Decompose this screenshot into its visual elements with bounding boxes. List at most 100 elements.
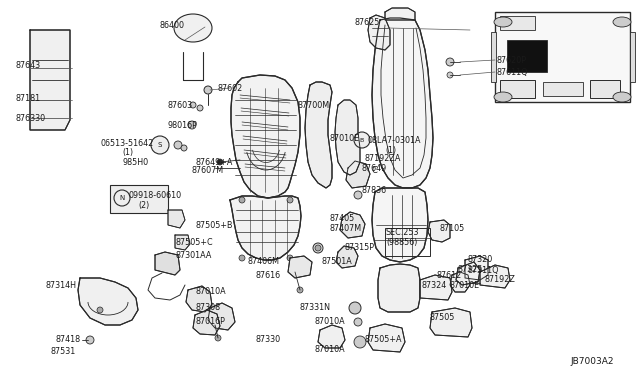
Text: C: C bbox=[372, 166, 378, 174]
Text: 87010A: 87010A bbox=[315, 346, 346, 355]
Text: 87330: 87330 bbox=[255, 336, 280, 344]
Text: 985H0: 985H0 bbox=[122, 157, 148, 167]
Polygon shape bbox=[288, 256, 312, 278]
Bar bbox=[500, 16, 535, 30]
Bar bbox=[495, 12, 630, 102]
Polygon shape bbox=[465, 256, 488, 280]
Text: 87407M: 87407M bbox=[330, 224, 362, 232]
Text: 87505: 87505 bbox=[430, 314, 456, 323]
Text: 87505+A: 87505+A bbox=[365, 336, 403, 344]
Polygon shape bbox=[340, 212, 365, 238]
Circle shape bbox=[315, 245, 321, 251]
Polygon shape bbox=[368, 15, 390, 50]
Text: (2): (2) bbox=[138, 201, 149, 209]
Polygon shape bbox=[193, 310, 220, 335]
Bar bbox=[110, 185, 168, 213]
Circle shape bbox=[151, 136, 169, 154]
Polygon shape bbox=[335, 100, 360, 175]
Polygon shape bbox=[378, 264, 420, 312]
Polygon shape bbox=[450, 272, 470, 292]
Bar bbox=[590, 80, 620, 98]
Polygon shape bbox=[372, 188, 428, 262]
Polygon shape bbox=[336, 246, 358, 268]
Circle shape bbox=[287, 197, 293, 203]
Text: 87505+C: 87505+C bbox=[175, 237, 212, 247]
Text: 87616: 87616 bbox=[255, 270, 280, 279]
Text: 87700M: 87700M bbox=[298, 100, 330, 109]
Ellipse shape bbox=[494, 92, 512, 102]
Text: 87320: 87320 bbox=[468, 256, 493, 264]
Text: 87418: 87418 bbox=[55, 336, 80, 344]
Circle shape bbox=[354, 132, 370, 148]
Polygon shape bbox=[372, 18, 433, 188]
Bar bbox=[507, 40, 547, 72]
Ellipse shape bbox=[174, 14, 212, 42]
Text: JB7003A2: JB7003A2 bbox=[570, 357, 614, 366]
Circle shape bbox=[97, 307, 103, 313]
Text: S: S bbox=[158, 142, 162, 148]
Polygon shape bbox=[385, 8, 415, 20]
Text: 87192Z: 87192Z bbox=[485, 276, 516, 285]
Text: 87649+A: 87649+A bbox=[195, 157, 232, 167]
Circle shape bbox=[447, 72, 453, 78]
Polygon shape bbox=[230, 196, 301, 260]
Text: N: N bbox=[120, 195, 125, 201]
Text: 09918-60610: 09918-60610 bbox=[128, 190, 181, 199]
Text: 87301AA: 87301AA bbox=[175, 250, 211, 260]
Ellipse shape bbox=[613, 92, 631, 102]
Bar bbox=[491, 32, 496, 82]
Text: 87192ZA: 87192ZA bbox=[365, 154, 401, 163]
Text: 87010E: 87010E bbox=[330, 134, 360, 142]
Polygon shape bbox=[318, 325, 345, 348]
Circle shape bbox=[114, 190, 130, 206]
Text: SEC.253: SEC.253 bbox=[386, 228, 419, 237]
Circle shape bbox=[174, 141, 182, 149]
Text: (1): (1) bbox=[385, 145, 396, 154]
Circle shape bbox=[352, 152, 358, 158]
Circle shape bbox=[188, 121, 196, 129]
Text: 87531: 87531 bbox=[50, 347, 76, 356]
Text: (98856): (98856) bbox=[386, 237, 417, 247]
Polygon shape bbox=[168, 210, 185, 228]
Text: 87331N: 87331N bbox=[300, 304, 331, 312]
Text: 87311Q: 87311Q bbox=[468, 266, 499, 275]
Circle shape bbox=[217, 159, 223, 165]
Polygon shape bbox=[428, 220, 450, 242]
Text: 87314H: 87314H bbox=[45, 280, 76, 289]
Circle shape bbox=[349, 302, 361, 314]
Ellipse shape bbox=[494, 17, 512, 27]
Text: 87324: 87324 bbox=[422, 280, 447, 289]
Text: 87010A: 87010A bbox=[315, 317, 346, 327]
Circle shape bbox=[287, 255, 293, 261]
Circle shape bbox=[197, 105, 203, 111]
Text: 87836: 87836 bbox=[362, 186, 387, 195]
Polygon shape bbox=[420, 275, 452, 300]
Polygon shape bbox=[231, 75, 300, 198]
Circle shape bbox=[204, 86, 212, 94]
Bar bbox=[630, 32, 635, 82]
Circle shape bbox=[471, 266, 479, 274]
Text: 87010E: 87010E bbox=[450, 280, 480, 289]
Text: 86400: 86400 bbox=[160, 20, 185, 29]
Text: 87325: 87325 bbox=[458, 266, 483, 275]
Text: 87010A: 87010A bbox=[195, 288, 226, 296]
Bar bbox=[500, 80, 535, 98]
Circle shape bbox=[239, 255, 245, 261]
Text: 87406M: 87406M bbox=[248, 257, 280, 266]
Text: 876330: 876330 bbox=[15, 113, 45, 122]
Polygon shape bbox=[175, 235, 190, 250]
Polygon shape bbox=[368, 324, 405, 352]
Polygon shape bbox=[305, 82, 332, 188]
Text: 87643: 87643 bbox=[15, 61, 40, 70]
Text: 87181: 87181 bbox=[15, 93, 40, 103]
Text: 87501A: 87501A bbox=[322, 257, 353, 266]
Text: 06513-51642: 06513-51642 bbox=[100, 138, 153, 148]
Polygon shape bbox=[430, 308, 472, 337]
Text: 87505+B: 87505+B bbox=[195, 221, 232, 230]
Circle shape bbox=[354, 336, 366, 348]
Text: 87620P: 87620P bbox=[497, 55, 527, 64]
Text: 87625: 87625 bbox=[355, 17, 380, 26]
Text: 08LA7-0301A: 08LA7-0301A bbox=[368, 135, 422, 144]
Circle shape bbox=[215, 335, 221, 341]
Circle shape bbox=[181, 145, 187, 151]
